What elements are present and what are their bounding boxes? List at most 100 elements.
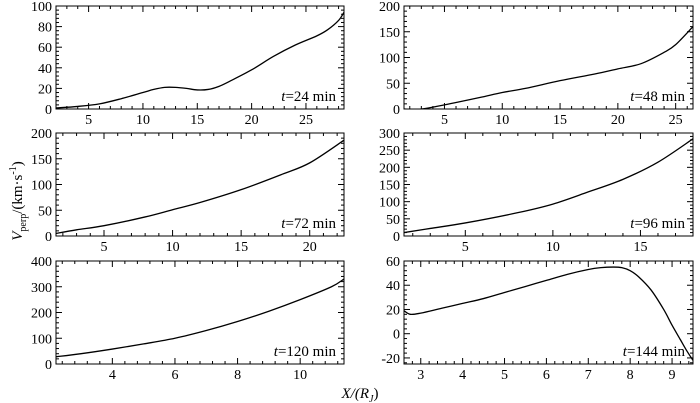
y-tick-label: -20 — [381, 352, 400, 367]
y-tick-label: 50 — [386, 77, 400, 92]
panel-time-var: t — [623, 344, 628, 360]
panel-time-text: =72 min — [285, 216, 336, 232]
y-tick-label: 0 — [45, 230, 52, 245]
y-axis-title-var: V — [10, 230, 26, 241]
x-tick-label: 6 — [171, 368, 178, 383]
y-tick-label: 100 — [31, 332, 52, 347]
y-tick-label: 200 — [379, 161, 400, 176]
plot-frame — [403, 260, 694, 365]
y-axis-title-sup: -1 — [8, 166, 19, 174]
x-tick-label: 9 — [669, 368, 676, 383]
panel-time-label: t=120 min — [274, 344, 337, 360]
x-tick-label: 15 — [234, 240, 248, 255]
x-tick-label: 15 — [633, 240, 647, 255]
x-tick-label: 5 — [101, 240, 108, 255]
y-tick-label: 60 — [38, 41, 52, 56]
y-tick-label: 100 — [31, 179, 52, 194]
x-tick-label: 20 — [303, 240, 317, 255]
panel-time-text: =144 min — [627, 344, 686, 360]
x-tick-label: 25 — [669, 113, 683, 128]
y-axis-title: Vperp/(km·s-1) — [8, 161, 29, 240]
panel-time-label: t=72 min — [281, 216, 336, 232]
y-tick-label: 0 — [45, 358, 52, 373]
series-line — [404, 266, 693, 361]
panel-time-text: =96 min — [634, 216, 685, 232]
panel-6: 3 4 5 6 7 8 9 -20 0 20 40 60 t=144 min — [381, 255, 694, 383]
y-tick-label: 100 — [31, 0, 52, 15]
y-axis-title-unit: /(km·s — [10, 174, 26, 213]
y-tick-label: 20 — [38, 82, 52, 97]
panel-time-var: t — [281, 89, 286, 105]
x-tick-label: 20 — [245, 113, 259, 128]
y-tick-label: 0 — [45, 103, 52, 118]
x-axis-title-sub: J — [369, 394, 374, 403]
y-tick-label: 250 — [379, 144, 400, 159]
panel-time-label: t=96 min — [630, 216, 685, 232]
x-tick-label: 10 — [136, 113, 150, 128]
x-tick-label: 5 — [441, 113, 448, 128]
plot-frame — [55, 5, 345, 110]
y-tick-label: 150 — [379, 179, 400, 194]
x-tick-label: 8 — [234, 368, 241, 383]
x-tick-label: 3 — [417, 368, 424, 383]
y-tick-label: 150 — [379, 26, 400, 41]
x-tick-label: 15 — [190, 113, 204, 128]
panel-time-text: =48 min — [634, 89, 685, 105]
x-tick-label: 6 — [543, 368, 550, 383]
y-tick-label: 50 — [38, 204, 52, 219]
x-tick-label: 10 — [166, 240, 180, 255]
x-tick-label: 10 — [293, 368, 307, 383]
y-tick-label: 200 — [379, 0, 400, 15]
y-tick-label: 100 — [379, 196, 400, 211]
y-tick-label: 40 — [386, 279, 400, 294]
y-tick-label: 20 — [386, 303, 400, 318]
series-line — [56, 139, 344, 235]
panel-time-var: t — [281, 216, 286, 232]
x-tick-label: 15 — [553, 113, 567, 128]
x-tick-label: 4 — [109, 368, 116, 383]
y-tick-label: 0 — [393, 328, 400, 343]
y-tick-label: 300 — [379, 127, 400, 142]
panel-time-label: t=24 min — [281, 89, 336, 105]
x-tick-label: 5 — [85, 113, 92, 128]
x-tick-label: 7 — [585, 368, 592, 383]
panel-time-var: t — [630, 89, 635, 105]
series-line — [404, 138, 693, 234]
panel-time-var: t — [274, 344, 279, 360]
x-tick-label: 20 — [611, 113, 625, 128]
panel-2: 5 10 15 20 25 0 50 100 150 200 t=48 min — [379, 0, 694, 128]
x-axis-title: X/(RJ) — [341, 386, 379, 403]
y-tick-label: 60 — [386, 255, 400, 270]
panel-time-label: t=144 min — [623, 344, 686, 360]
panel-time-label: t=48 min — [630, 89, 685, 105]
y-tick-label: 40 — [38, 62, 52, 77]
y-tick-label: 200 — [31, 127, 52, 142]
x-tick-label: 4 — [459, 368, 466, 383]
panel-time-var: t — [630, 216, 635, 232]
series-line — [404, 26, 693, 109]
x-tick-label: 5 — [501, 368, 508, 383]
x-tick-label: 10 — [546, 240, 560, 255]
x-tick-label: 25 — [299, 113, 313, 128]
y-tick-label: 0 — [393, 103, 400, 118]
panel-time-text: =120 min — [278, 344, 337, 360]
series-line — [56, 278, 344, 358]
x-tick-label: 5 — [462, 240, 469, 255]
y-tick-label: 100 — [379, 52, 400, 67]
y-axis-title-close: ) — [10, 161, 26, 166]
y-tick-label: 0 — [393, 230, 400, 245]
y-tick-label: 400 — [31, 255, 52, 270]
x-axis-title-close: ) — [373, 386, 378, 402]
series-line — [56, 11, 344, 109]
y-tick-label: 50 — [386, 213, 400, 228]
x-axis-title-main: X/(R — [341, 386, 370, 402]
y-tick-label: 80 — [38, 21, 52, 36]
y-tick-label: 200 — [31, 307, 52, 322]
y-axis-title-sub: perp — [18, 214, 29, 232]
x-tick-label: 8 — [627, 368, 634, 383]
